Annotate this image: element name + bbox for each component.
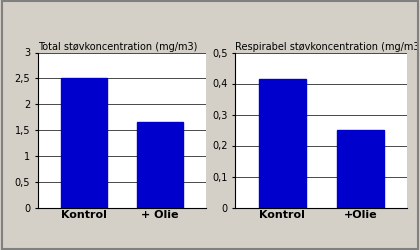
Bar — [337, 130, 384, 208]
Bar — [61, 78, 107, 207]
Text: Total støvkoncentration (mg/m3): Total støvkoncentration (mg/m3) — [38, 42, 197, 52]
Text: Respirabel støvkoncentration (mg/m3): Respirabel støvkoncentration (mg/m3) — [235, 42, 420, 52]
Bar — [259, 79, 306, 207]
Bar — [137, 122, 183, 208]
